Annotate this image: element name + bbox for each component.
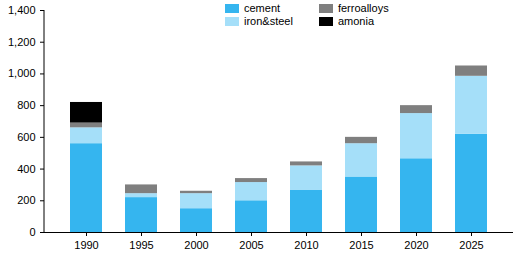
html-text:ferroalloys: ferroalloys bbox=[337, 2, 389, 14]
svg-text:2025: 2025 bbox=[459, 239, 483, 251]
svg-text:2010: 2010 bbox=[294, 239, 318, 251]
svg-text:2020: 2020 bbox=[404, 239, 428, 251]
svg-text:1,200: 1,200 bbox=[8, 36, 36, 48]
html-text:iron&steel: iron&steel bbox=[244, 15, 293, 27]
svg-text:1,000: 1,000 bbox=[8, 67, 36, 79]
svg-text:2000: 2000 bbox=[184, 239, 208, 251]
svg-text:1995: 1995 bbox=[129, 239, 153, 251]
svg-text:800: 800 bbox=[17, 99, 35, 111]
svg-text:0: 0 bbox=[29, 226, 35, 238]
svg-text:2005: 2005 bbox=[239, 239, 263, 251]
html-text:amonia: amonia bbox=[337, 15, 374, 27]
svg-text:600: 600 bbox=[17, 131, 35, 143]
svg-text:1990: 1990 bbox=[74, 239, 98, 251]
html-text:cement: cement bbox=[244, 2, 281, 14]
svg-text:400: 400 bbox=[17, 163, 35, 175]
svg-text:2015: 2015 bbox=[349, 239, 373, 251]
svg-text:1,400: 1,400 bbox=[8, 4, 36, 16]
svg-text:200: 200 bbox=[17, 194, 35, 206]
